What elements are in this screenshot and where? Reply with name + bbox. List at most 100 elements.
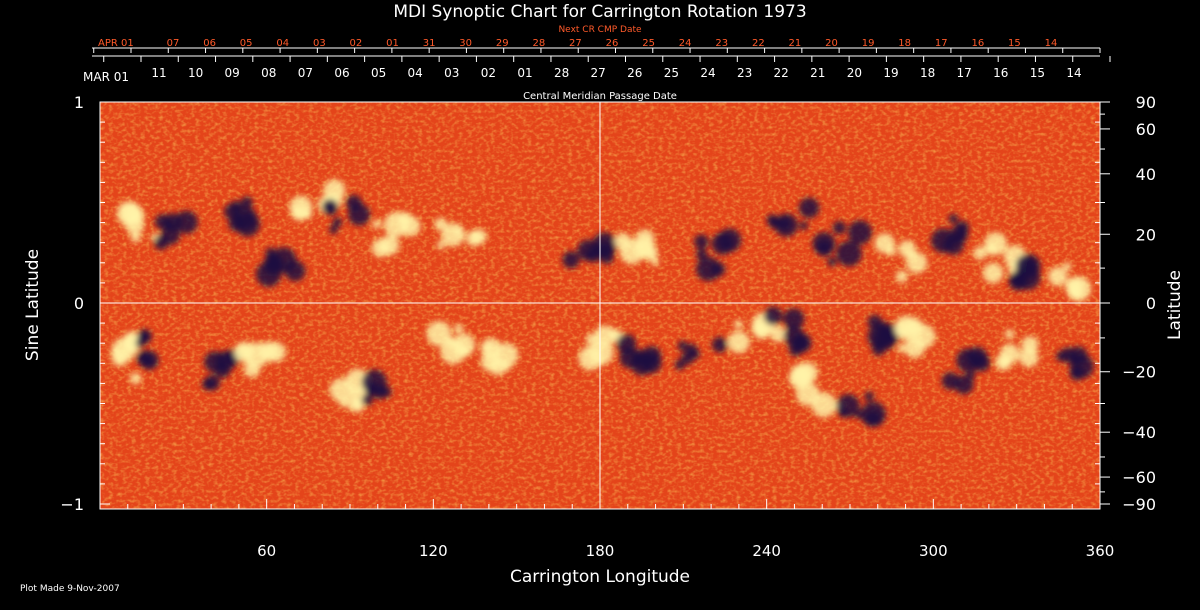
positive-polarity-patch: [426, 321, 452, 347]
y-axis-right: 90 60 40 20 0 −20 −40 −60 −90: [1100, 93, 1156, 514]
negative-polarity-patch: [264, 253, 280, 269]
next-cr-axis: APR 01 07 06 05 04 03 02 01 31 30 29 28 27 26 25 24 23 22…: [92, 38, 1101, 53]
positive-polarity-patch: [465, 230, 482, 247]
next-cr-date-label: 23: [715, 38, 728, 49]
plot-made-note: Plot Made 9-Nov-2007: [20, 584, 120, 594]
cmp-date-label: 19: [883, 66, 898, 80]
x-axis-label: Carrington Longitude: [510, 567, 690, 587]
y-left-tick-label: −1: [60, 495, 84, 514]
negative-polarity-patch: [240, 196, 253, 209]
positive-polarity-patch: [1069, 287, 1083, 301]
positive-polarity-patch: [379, 235, 400, 256]
negative-polarity-patch: [681, 351, 695, 365]
negative-polarity-patch: [324, 203, 337, 215]
y-right-tick-label: 20: [1136, 225, 1156, 244]
negative-polarity-patch: [711, 262, 726, 277]
positive-polarity-patch: [642, 245, 659, 261]
negative-polarity-patch: [361, 394, 373, 406]
positive-polarity-patch: [904, 337, 925, 358]
negative-polarity-patch: [139, 350, 159, 370]
next-cr-date-label: 14: [1045, 38, 1058, 49]
negative-polarity-patch: [836, 394, 860, 418]
y-right-tick-label: −60: [1122, 468, 1156, 487]
next-cr-date-label: 19: [862, 38, 875, 49]
negative-polarity-patch: [631, 354, 653, 376]
next-cr-date-label: 27: [569, 38, 582, 49]
positive-polarity-patch: [790, 363, 813, 387]
positive-polarity-patch: [635, 229, 655, 249]
negative-polarity-patch: [860, 401, 886, 427]
y-right-tick-label: 60: [1136, 120, 1156, 139]
negative-polarity-patch: [1060, 347, 1076, 363]
negative-polarity-patch: [711, 232, 734, 255]
cmp-date-label: 20: [847, 66, 862, 80]
positive-polarity-patch: [973, 246, 987, 260]
y-axis-left: 1 0 −1: [60, 93, 1100, 514]
positive-polarity-patch: [906, 252, 928, 274]
positive-polarity-patch: [897, 344, 906, 353]
negative-polarity-patch: [948, 213, 959, 224]
negative-polarity-patch: [712, 336, 728, 353]
positive-polarity-patch: [302, 209, 313, 220]
cmp-date-label: 06: [334, 66, 349, 80]
positive-polarity-patch: [329, 378, 354, 402]
negative-polarity-patch: [791, 332, 812, 353]
cmp-date-label: 07: [298, 66, 313, 80]
negative-polarity-patch: [154, 214, 171, 230]
y-right-tick-label: −40: [1122, 423, 1156, 442]
negative-polarity-patch: [873, 327, 897, 351]
negative-polarity-patch: [827, 256, 837, 267]
next-cr-date-label: 15: [1008, 38, 1021, 49]
cmp-date-label: 11: [151, 66, 166, 80]
next-cr-date-label: 21: [789, 38, 802, 49]
positive-polarity-patch: [453, 323, 464, 334]
positive-polarity-patch: [614, 232, 632, 250]
negative-polarity-patch: [847, 220, 872, 245]
positive-polarity-patch: [111, 349, 129, 367]
positive-polarity-patch: [1021, 336, 1039, 354]
positive-polarity-patch: [436, 240, 446, 250]
next-cr-date-label: 01: [386, 38, 399, 49]
negative-polarity-patch: [230, 200, 242, 213]
cmp-date-label: 15: [1030, 66, 1045, 80]
positive-polarity-patch: [480, 338, 502, 359]
positive-polarity-patch: [129, 372, 142, 385]
y-axis-left-label: Sine Latitude: [23, 249, 43, 361]
negative-polarity-patch: [763, 306, 783, 326]
x-tick-label: 120: [419, 542, 448, 560]
cmp-date-label: 16: [993, 66, 1008, 80]
cmp-axis-title: Central Meridian Passage Date: [523, 91, 677, 102]
negative-polarity-patch: [585, 247, 601, 263]
negative-polarity-patch: [215, 350, 236, 372]
negative-polarity-patch: [783, 308, 805, 330]
negative-polarity-patch: [329, 225, 338, 234]
positive-polarity-patch: [999, 355, 1012, 368]
cmp-date-label: 04: [408, 66, 423, 80]
positive-polarity-patch: [458, 346, 470, 358]
x-tick-label: 300: [919, 542, 948, 560]
cmp-date-label: 18: [920, 66, 935, 80]
next-cr-date-label: 02: [350, 38, 363, 49]
y-right-tick-label: 90: [1136, 93, 1156, 112]
negative-polarity-patch: [766, 214, 778, 226]
positive-polarity-patch: [751, 320, 768, 336]
next-cr-date-label: 22: [752, 38, 765, 49]
positive-polarity-patch: [1048, 266, 1068, 287]
next-cr-date-label: 26: [606, 38, 619, 49]
cmp-date-label: 24: [700, 66, 715, 80]
cmp-date-label: 14: [1066, 66, 1081, 80]
positive-polarity-patch: [727, 331, 750, 354]
next-cr-date-label: 17: [935, 38, 948, 49]
next-cr-date-label: 30: [459, 38, 472, 49]
cmp-date-label: 28: [554, 66, 569, 80]
negative-polarity-patch: [972, 354, 991, 372]
x-tick-label: 240: [752, 542, 781, 560]
positive-polarity-patch: [434, 217, 448, 231]
cmp-date-label: 09: [225, 66, 240, 80]
negative-polarity-patch: [836, 240, 862, 267]
negative-polarity-patch: [674, 359, 686, 370]
next-cr-date-label: 04: [276, 38, 289, 49]
negative-polarity-patch: [345, 194, 362, 211]
next-cr-date-label: 29: [496, 38, 509, 49]
positive-polarity-patch: [445, 336, 456, 347]
